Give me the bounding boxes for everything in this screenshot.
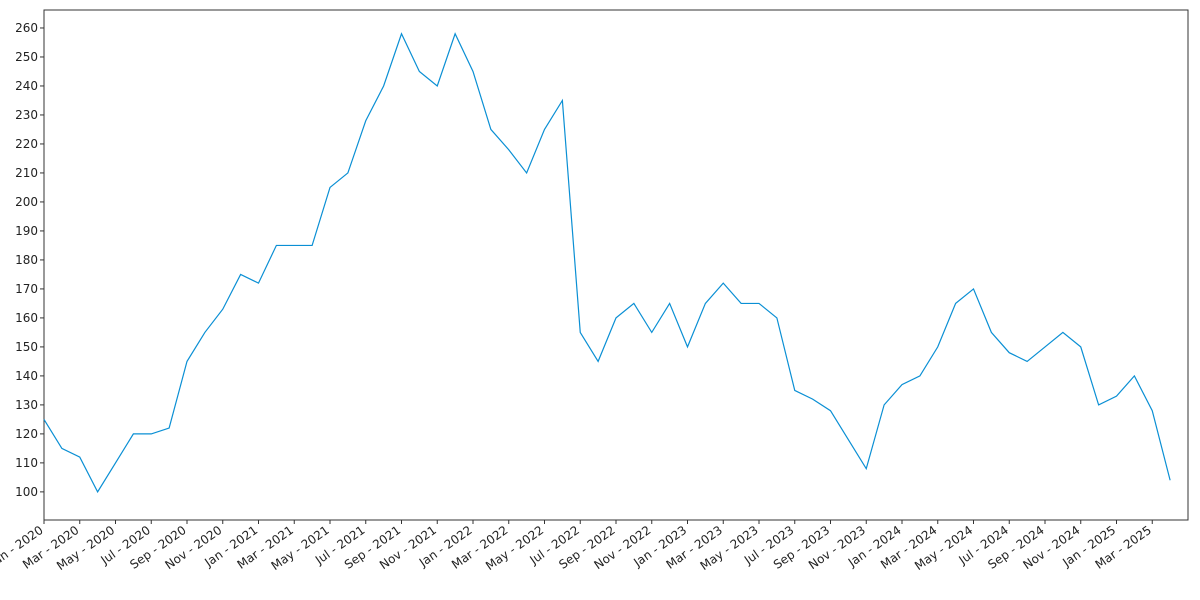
y-tick-label: 190 — [15, 224, 38, 238]
y-tick-label: 180 — [15, 253, 38, 267]
y-tick-label: 230 — [15, 108, 38, 122]
y-tick-label: 200 — [15, 195, 38, 209]
y-tick-label: 250 — [15, 50, 38, 64]
y-tick-label: 140 — [15, 369, 38, 383]
y-tick-label: 240 — [15, 79, 38, 93]
y-tick-label: 170 — [15, 282, 38, 296]
y-tick-label: 150 — [15, 340, 38, 354]
plot-frame — [43, 9, 1189, 521]
y-tick-label: 220 — [15, 137, 38, 151]
y-tick-label: 160 — [15, 311, 38, 325]
y-tick-label: 100 — [15, 485, 38, 499]
y-tick-label: 210 — [15, 166, 38, 180]
y-tick-label: 130 — [15, 398, 38, 412]
price-line — [43, 32, 1171, 494]
y-tick-label: 110 — [15, 456, 38, 470]
y-tick-label: 260 — [15, 21, 38, 35]
y-tick-label: 120 — [15, 427, 38, 441]
